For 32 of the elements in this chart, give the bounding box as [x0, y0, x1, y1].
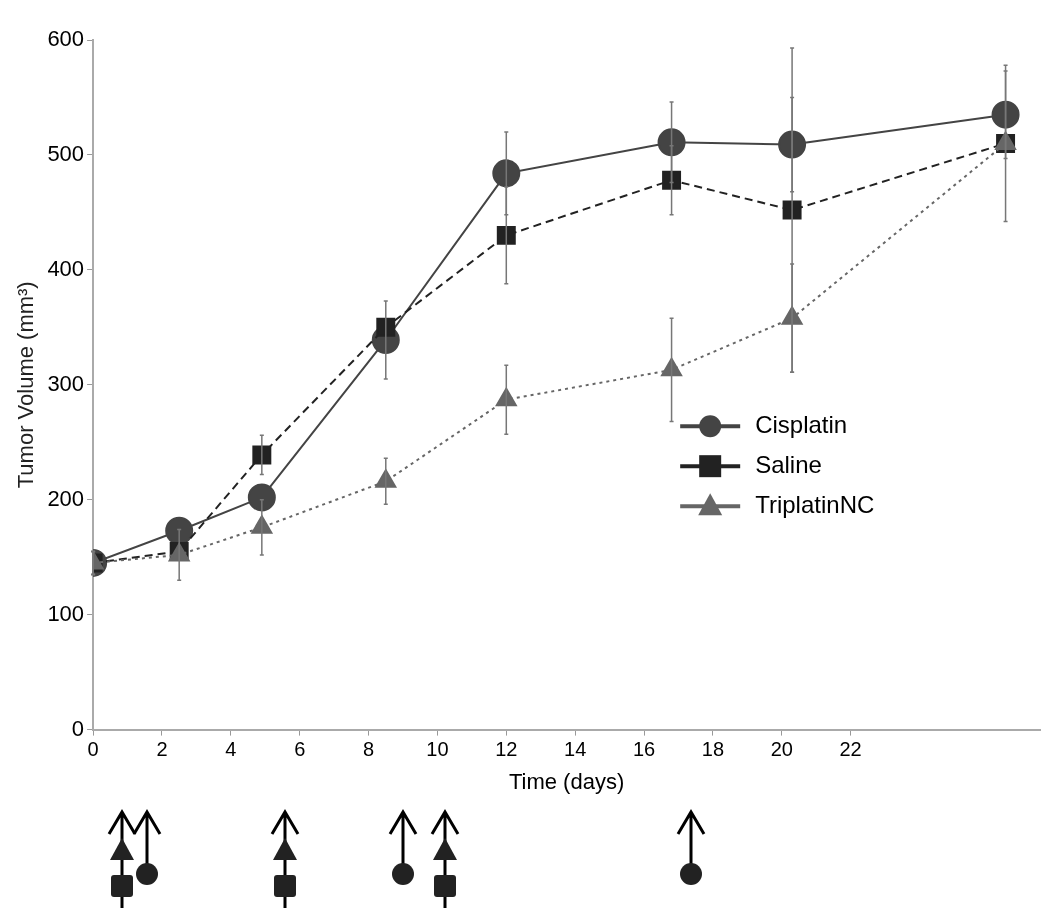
x-tick-label: 2 — [156, 738, 168, 761]
legend-label: TriplatinNC — [755, 490, 875, 518]
point — [492, 159, 521, 188]
point — [991, 100, 1020, 129]
x-tick-label: 18 — [701, 738, 725, 761]
x-tick-label: 8 — [363, 738, 375, 761]
x-tick-label: 10 — [426, 738, 449, 761]
y-tick-label: 600 — [47, 26, 85, 52]
legend-label: Cisplatin — [755, 410, 848, 438]
x-tick-label: 12 — [495, 738, 518, 761]
y-tick-label: 400 — [47, 255, 85, 281]
legend-label: Saline — [755, 450, 822, 478]
x-tick-label: 22 — [839, 738, 862, 761]
point — [165, 516, 194, 545]
y-tick-label: 300 — [47, 370, 85, 396]
point — [247, 483, 276, 512]
x-tick-label: 0 — [87, 738, 99, 761]
y-tick-label: 0 — [71, 715, 85, 741]
point — [496, 225, 516, 245]
point — [657, 128, 686, 157]
x-tick-label: 14 — [564, 738, 587, 761]
x-tick-label: 6 — [294, 738, 306, 761]
x-tick-label: 4 — [225, 738, 237, 761]
y-tick-label: 100 — [47, 600, 85, 626]
point — [778, 130, 807, 159]
y-tick-label: 500 — [47, 141, 85, 166]
x-tick-label: 16 — [632, 738, 656, 761]
point — [662, 170, 682, 190]
y-tick-label: 200 — [47, 485, 85, 511]
x-axis-title: Time (days) — [508, 768, 625, 794]
y-axis-title: Tumor Volume (mm³) — [13, 281, 39, 489]
x-tick-label: 20 — [770, 738, 793, 761]
